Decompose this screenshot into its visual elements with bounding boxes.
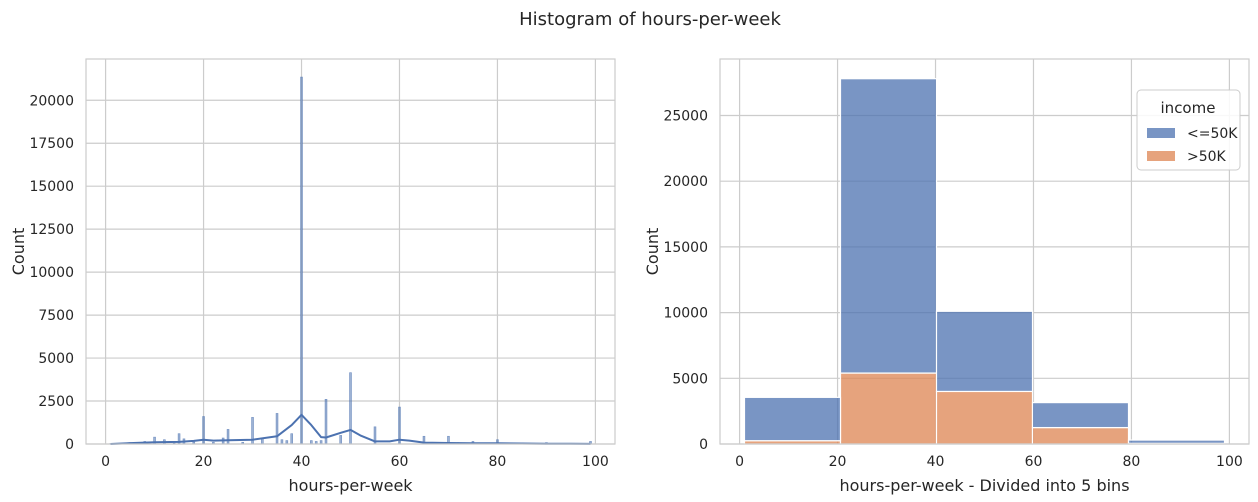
y-tick-label: 0 bbox=[65, 437, 74, 453]
y-tick-label: 2500 bbox=[38, 394, 74, 410]
legend-swatch bbox=[1147, 151, 1175, 161]
bar-gt50k bbox=[1031, 426, 1130, 445]
legend-title: income bbox=[1161, 99, 1216, 117]
x-tick-label: 80 bbox=[1123, 454, 1141, 470]
histogram-bars bbox=[109, 76, 592, 445]
gridlines bbox=[86, 59, 615, 445]
y-axis-label: Count bbox=[9, 228, 28, 276]
bar-le50k bbox=[839, 78, 938, 374]
x-tick-label: 20 bbox=[195, 454, 213, 470]
legend: income <=50K >50K bbox=[1136, 89, 1241, 171]
legend-label: >50K bbox=[1187, 149, 1227, 165]
x-tick-label: 100 bbox=[1216, 454, 1243, 470]
y-tick-label: 15000 bbox=[663, 240, 708, 256]
x-tick-label: 40 bbox=[293, 454, 311, 470]
y-tick-label: 25000 bbox=[663, 109, 708, 125]
y-tick-label: 17500 bbox=[29, 136, 74, 152]
y-tick-label: 5000 bbox=[38, 351, 74, 367]
x-axis-label: hours-per-week bbox=[288, 476, 413, 495]
figure-title: Histogram of hours-per-week bbox=[519, 9, 781, 30]
histogram-bar bbox=[398, 406, 401, 445]
y-tick-label: 10000 bbox=[29, 265, 74, 281]
y-axis-label: Count bbox=[643, 228, 662, 276]
bar-le50k bbox=[743, 396, 842, 442]
y-tick-label: 15000 bbox=[29, 179, 74, 195]
legend-label: <=50K bbox=[1187, 126, 1238, 142]
axes-frame bbox=[719, 58, 1250, 445]
x-tick-label: 20 bbox=[829, 454, 847, 470]
x-tick-label: 80 bbox=[489, 454, 507, 470]
y-tick-label: 5000 bbox=[672, 371, 708, 387]
x-tick-label: 40 bbox=[927, 454, 945, 470]
bar-le50k bbox=[935, 310, 1034, 393]
histogram-bar bbox=[300, 76, 303, 445]
x-tick-label: 0 bbox=[101, 454, 110, 470]
stacked-bars bbox=[743, 78, 1226, 445]
bar-le50k bbox=[1031, 402, 1130, 429]
y-tick-label: 12500 bbox=[29, 222, 74, 238]
histogram-bar bbox=[275, 413, 279, 445]
y-tick-label: 20000 bbox=[29, 93, 74, 109]
left-histogram-axes: 0 20 40 60 80 100 0 2500 5000 7500 10000 12500 15000… bbox=[9, 58, 616, 495]
x-tick-label: 60 bbox=[391, 454, 409, 470]
x-axis-label: hours-per-week - Divided into 5 bins bbox=[839, 476, 1129, 495]
x-tick-label: 100 bbox=[582, 454, 609, 470]
bar-gt50k bbox=[935, 390, 1034, 445]
x-tick-label: 0 bbox=[735, 454, 744, 470]
histogram-bar bbox=[290, 433, 294, 445]
legend-swatch bbox=[1147, 128, 1175, 138]
bar-le50k bbox=[1127, 439, 1226, 444]
histogram-bar bbox=[280, 439, 284, 445]
bar-gt50k bbox=[839, 372, 938, 445]
y-tick-label: 10000 bbox=[663, 306, 708, 322]
y-tick-label: 0 bbox=[699, 437, 708, 453]
kde-curve bbox=[110, 413, 591, 445]
histogram-bar bbox=[349, 372, 352, 445]
histogram-bar bbox=[226, 429, 230, 445]
x-tick-label: 60 bbox=[1025, 454, 1043, 470]
y-tick-label: 20000 bbox=[663, 174, 708, 190]
legend-box bbox=[1136, 89, 1241, 171]
right-stacked-histogram-axes: 0 20 40 60 80 100 0 5000 10000 15000 20000 25000 hou… bbox=[643, 58, 1250, 495]
histogram-bar bbox=[339, 435, 342, 445]
y-tick-label: 7500 bbox=[38, 308, 74, 324]
axes-frame bbox=[85, 58, 616, 445]
